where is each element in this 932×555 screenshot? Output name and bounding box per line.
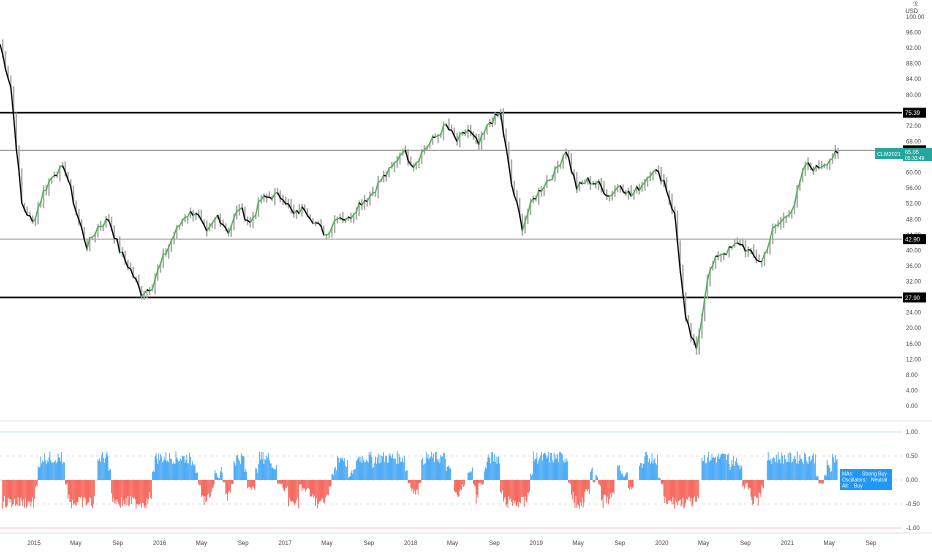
price-segment: [609, 195, 612, 196]
price-tick-label: 16.00: [906, 342, 922, 348]
time-tick-label: Sep: [363, 541, 374, 547]
oscillator-tick-label: -1.00: [906, 526, 920, 532]
oscillator-tick-label: 1.00: [906, 430, 918, 436]
time-tick-label: Sep: [740, 541, 751, 547]
price-tick-label: 32.00: [906, 280, 922, 286]
time-tick-label: 2015: [27, 541, 41, 547]
price-tick-label: 92.00: [906, 46, 922, 52]
scale-mark: ℛ: [913, 1, 918, 8]
price-tick-label: 88.00: [906, 62, 922, 68]
oscillator-tick-label: -0.50: [906, 502, 920, 508]
time-tick-label: Sep: [112, 541, 123, 547]
price-tick-label: 48.00: [906, 217, 922, 223]
price-segment: [245, 220, 248, 221]
time-tick-label: 2018: [404, 541, 418, 547]
time-tick-label: 2016: [153, 541, 167, 547]
time-tick-label: Sep: [238, 541, 249, 547]
price-tick-label: 80.00: [906, 93, 922, 99]
price-tick-label: 68.00: [906, 139, 922, 145]
legend-osc-value: Neutral: [871, 478, 887, 484]
price-segment: [648, 177, 651, 178]
oscillator-tick-label: 0.50: [906, 454, 918, 460]
time-tick-label: May: [698, 541, 709, 547]
price-segment: [313, 223, 316, 224]
price-tick-label: 36.00: [906, 264, 922, 270]
price-tick-label: 60.00: [906, 171, 922, 177]
price-tick-label: 20.00: [906, 326, 922, 332]
price-tick-label: 12.00: [906, 357, 922, 363]
price-tick-label: 4.00: [906, 388, 918, 394]
price-tick-label: 100.00: [906, 15, 925, 21]
price-segment: [185, 217, 188, 218]
legend-all-key: All:: [842, 484, 849, 490]
time-tick-label: 2020: [655, 541, 669, 547]
time-axis: 2015 May Sep 2016 May Sep 2017 May Sep 2018 May Sep…: [27, 541, 877, 547]
time-tick-label: Sep: [489, 541, 500, 547]
price-tick-label: 8.00: [906, 373, 918, 379]
time-tick-label: 2019: [530, 541, 544, 547]
technical-rating-legend: MAs: Strong Buy Oscillators: Neutral All…: [840, 469, 892, 490]
level-badge-label: 27.90: [905, 296, 921, 302]
price-tick-label: 96.00: [906, 31, 922, 37]
time-tick-label: 2017: [278, 541, 292, 547]
price-tick-label: 24.00: [906, 311, 922, 317]
price-segment: [580, 183, 583, 184]
time-tick-label: May: [70, 541, 81, 547]
price-tick-label: 0.00: [906, 404, 918, 410]
time-tick-label: May: [196, 541, 207, 547]
price-segment: [729, 247, 732, 248]
price-segment: [721, 254, 724, 255]
price-segment: [114, 238, 117, 239]
price-tick-label: 56.00: [906, 186, 922, 192]
symbol-countdown: 05:33:49: [905, 156, 925, 162]
time-tick-label: 2021: [781, 541, 795, 547]
price-tick-label: 40.00: [906, 248, 922, 254]
level-badge-label: 75.39: [905, 111, 921, 117]
price-tick-label: 72.00: [906, 124, 922, 130]
price-tick-label: 52.00: [906, 202, 922, 208]
symbol-name: CLM2021: [877, 152, 901, 158]
level-badge-label: 42.90: [905, 238, 921, 244]
time-tick-label: May: [447, 541, 458, 547]
time-tick-label: Sep: [866, 541, 877, 547]
price-tick-label: 84.00: [906, 77, 922, 83]
time-tick-label: May: [321, 541, 332, 547]
time-tick-label: May: [572, 541, 583, 547]
price-segment: [748, 250, 751, 251]
legend-all-value: Buy: [854, 484, 863, 490]
time-tick-label: May: [823, 541, 834, 547]
oscillator-tick-label: 0.00: [906, 478, 918, 484]
price-segment: [27, 215, 30, 216]
time-tick-label: Sep: [615, 541, 626, 547]
